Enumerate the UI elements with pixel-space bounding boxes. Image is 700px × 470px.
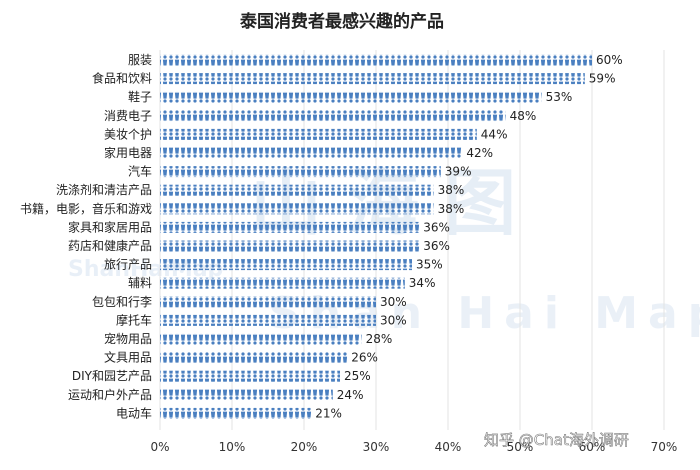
bar	[160, 296, 376, 308]
chart-title: 泰国消费者最感兴趣的产品	[240, 11, 444, 32]
value-label: 26%	[351, 351, 378, 365]
bar	[160, 240, 420, 252]
value-label: 38%	[438, 183, 465, 197]
x-tick-labels: 0% 10% 20% 30% 40% 50% 60% 70%	[150, 440, 677, 454]
bar	[160, 166, 441, 178]
x-tick-label: 70%	[651, 440, 678, 454]
category-label: 洗涤剂和清洁产品	[56, 182, 152, 197]
value-label: 42%	[466, 146, 493, 160]
bar	[160, 184, 434, 196]
bar	[160, 259, 412, 271]
bar	[160, 110, 506, 122]
credit-watermark: 知乎 @Chat海外调研	[484, 431, 629, 449]
value-label: 38%	[438, 202, 465, 216]
watermark-text: Shan Hai Map	[268, 288, 700, 339]
category-label: 包包和行李	[92, 294, 152, 309]
x-tick-label: 0%	[150, 440, 169, 454]
value-label: 48%	[510, 109, 537, 123]
category-label: 文具用品	[104, 350, 152, 365]
value-label: 39%	[445, 165, 472, 179]
bar	[160, 221, 420, 233]
category-label: 美妆个护	[104, 127, 152, 141]
category-label: 汽车	[128, 164, 152, 179]
bar	[160, 314, 376, 326]
category-labels: 服装食品和饮料鞋子消费电子美妆个护家用电器汽车洗涤剂和清洁产品书籍，电影，音乐和…	[20, 53, 152, 420]
value-label: 30%	[380, 295, 407, 309]
x-tick-label: 40%	[435, 440, 462, 454]
value-label: 53%	[546, 90, 573, 104]
value-label: 30%	[380, 313, 407, 327]
x-tick-label: 20%	[291, 440, 318, 454]
value-label: 35%	[416, 258, 443, 272]
value-label: 34%	[409, 276, 436, 290]
value-label: 28%	[366, 332, 393, 346]
value-labels: 60%59%53%48%44%42%39%38%38%36%36%35%34%3…	[315, 53, 622, 420]
x-tick-label: 50%	[507, 440, 534, 454]
bar	[160, 333, 362, 345]
bars	[160, 54, 592, 419]
category-label: 家用电器	[104, 145, 152, 160]
value-label: 60%	[596, 53, 623, 67]
category-label: 运动和户外产品	[68, 387, 152, 402]
bar	[160, 147, 463, 159]
bar	[160, 407, 312, 419]
bar	[160, 352, 348, 364]
category-label: 书籍，电影，音乐和游戏	[20, 201, 152, 216]
category-label: 家具和家居用品	[68, 219, 152, 234]
bar	[160, 91, 542, 103]
bar	[160, 54, 592, 66]
category-label: 消费电子	[104, 109, 152, 123]
bar	[160, 73, 585, 85]
category-label: 宠物用品	[104, 331, 152, 346]
category-label: 药店和健康产品	[68, 238, 152, 253]
value-label: 36%	[423, 239, 450, 253]
value-label: 24%	[337, 388, 364, 402]
category-label: 辅料	[128, 276, 152, 290]
category-label: 食品和饮料	[92, 71, 152, 86]
category-label: 鞋子	[128, 89, 152, 104]
category-label: DIY和园艺产品	[72, 369, 152, 383]
bar	[160, 128, 477, 140]
value-label: 21%	[315, 406, 342, 420]
x-tick-label: 30%	[363, 440, 390, 454]
category-label: 电动车	[116, 405, 152, 420]
bar	[160, 203, 434, 215]
x-tick-label: 60%	[579, 440, 606, 454]
category-label: 摩托车	[116, 312, 152, 327]
category-label: 旅行产品	[104, 258, 152, 272]
bar	[160, 370, 340, 382]
bar	[160, 277, 405, 289]
value-label: 59%	[589, 72, 616, 86]
x-tick-label: 10%	[219, 440, 246, 454]
value-label: 25%	[344, 369, 371, 383]
bar	[160, 389, 333, 401]
value-label: 44%	[481, 127, 508, 141]
value-label: 36%	[423, 220, 450, 234]
category-label: 服装	[128, 53, 152, 67]
